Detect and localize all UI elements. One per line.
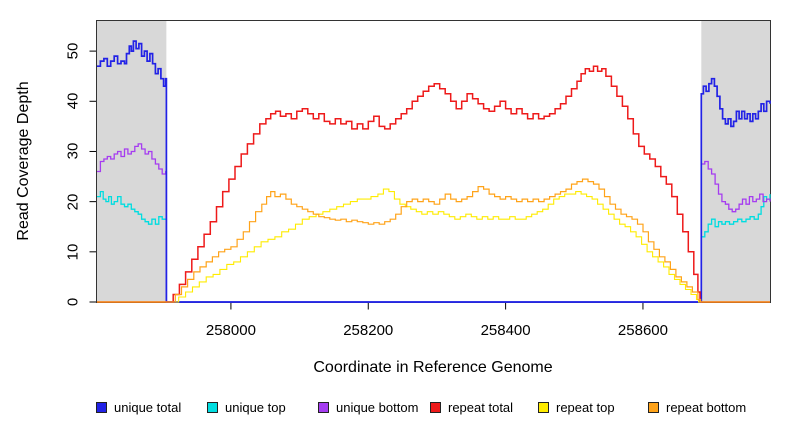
legend-item-repeat-total: repeat total bbox=[430, 399, 514, 415]
legend-swatch-unique-total bbox=[96, 401, 107, 413]
legend-item-unique-bottom: unique bottom bbox=[318, 399, 419, 415]
series-line-repeat-top bbox=[97, 188, 770, 303]
plot-border bbox=[96, 20, 771, 303]
y-tick-label: 30 bbox=[64, 143, 82, 160]
series-line-unique-total bbox=[97, 40, 771, 303]
y-tick-label: 10 bbox=[64, 243, 82, 261]
legend-swatch-repeat-bottom bbox=[648, 401, 659, 413]
legend-item-unique-top: unique top bbox=[207, 399, 286, 415]
legend-item-repeat-bottom: repeat bottom bbox=[648, 399, 747, 415]
legend-item-repeat-top: repeat top bbox=[538, 399, 615, 415]
y-tick-label: 50 bbox=[64, 42, 82, 60]
legend-label: unique bottom bbox=[336, 399, 419, 415]
legend-item-unique-total: unique total bbox=[96, 399, 182, 415]
series-line-repeat-total bbox=[97, 65, 770, 303]
masked-region-band bbox=[701, 21, 770, 302]
legend-label: repeat top bbox=[556, 399, 615, 415]
legend-swatch-repeat-top bbox=[538, 401, 549, 413]
y-axis-title: Read Coverage Depth bbox=[15, 81, 32, 241]
legend-swatch-repeat-total bbox=[430, 401, 441, 413]
x-tick-label: 258600 bbox=[617, 322, 668, 339]
legend-swatch-unique-top bbox=[207, 401, 218, 413]
x-tick-label: 258400 bbox=[480, 322, 531, 339]
legend-swatch-unique-bottom bbox=[318, 401, 329, 413]
x-tick-label: 258000 bbox=[205, 322, 256, 339]
series-line-unique-bottom bbox=[97, 143, 771, 303]
x-tick-label: 258200 bbox=[343, 322, 394, 339]
y-tick-label: 0 bbox=[64, 297, 82, 307]
x-axis-title: Coordinate in Reference Genome bbox=[313, 359, 553, 376]
y-tick-label: 20 bbox=[64, 193, 82, 210]
series-line-repeat-bottom bbox=[97, 178, 770, 303]
legend-label: unique total bbox=[114, 399, 182, 415]
y-tick-label: 40 bbox=[64, 92, 82, 110]
legend-label: repeat total bbox=[448, 399, 514, 415]
legend-label: repeat bottom bbox=[666, 399, 747, 415]
legend-label: unique top bbox=[225, 399, 286, 415]
